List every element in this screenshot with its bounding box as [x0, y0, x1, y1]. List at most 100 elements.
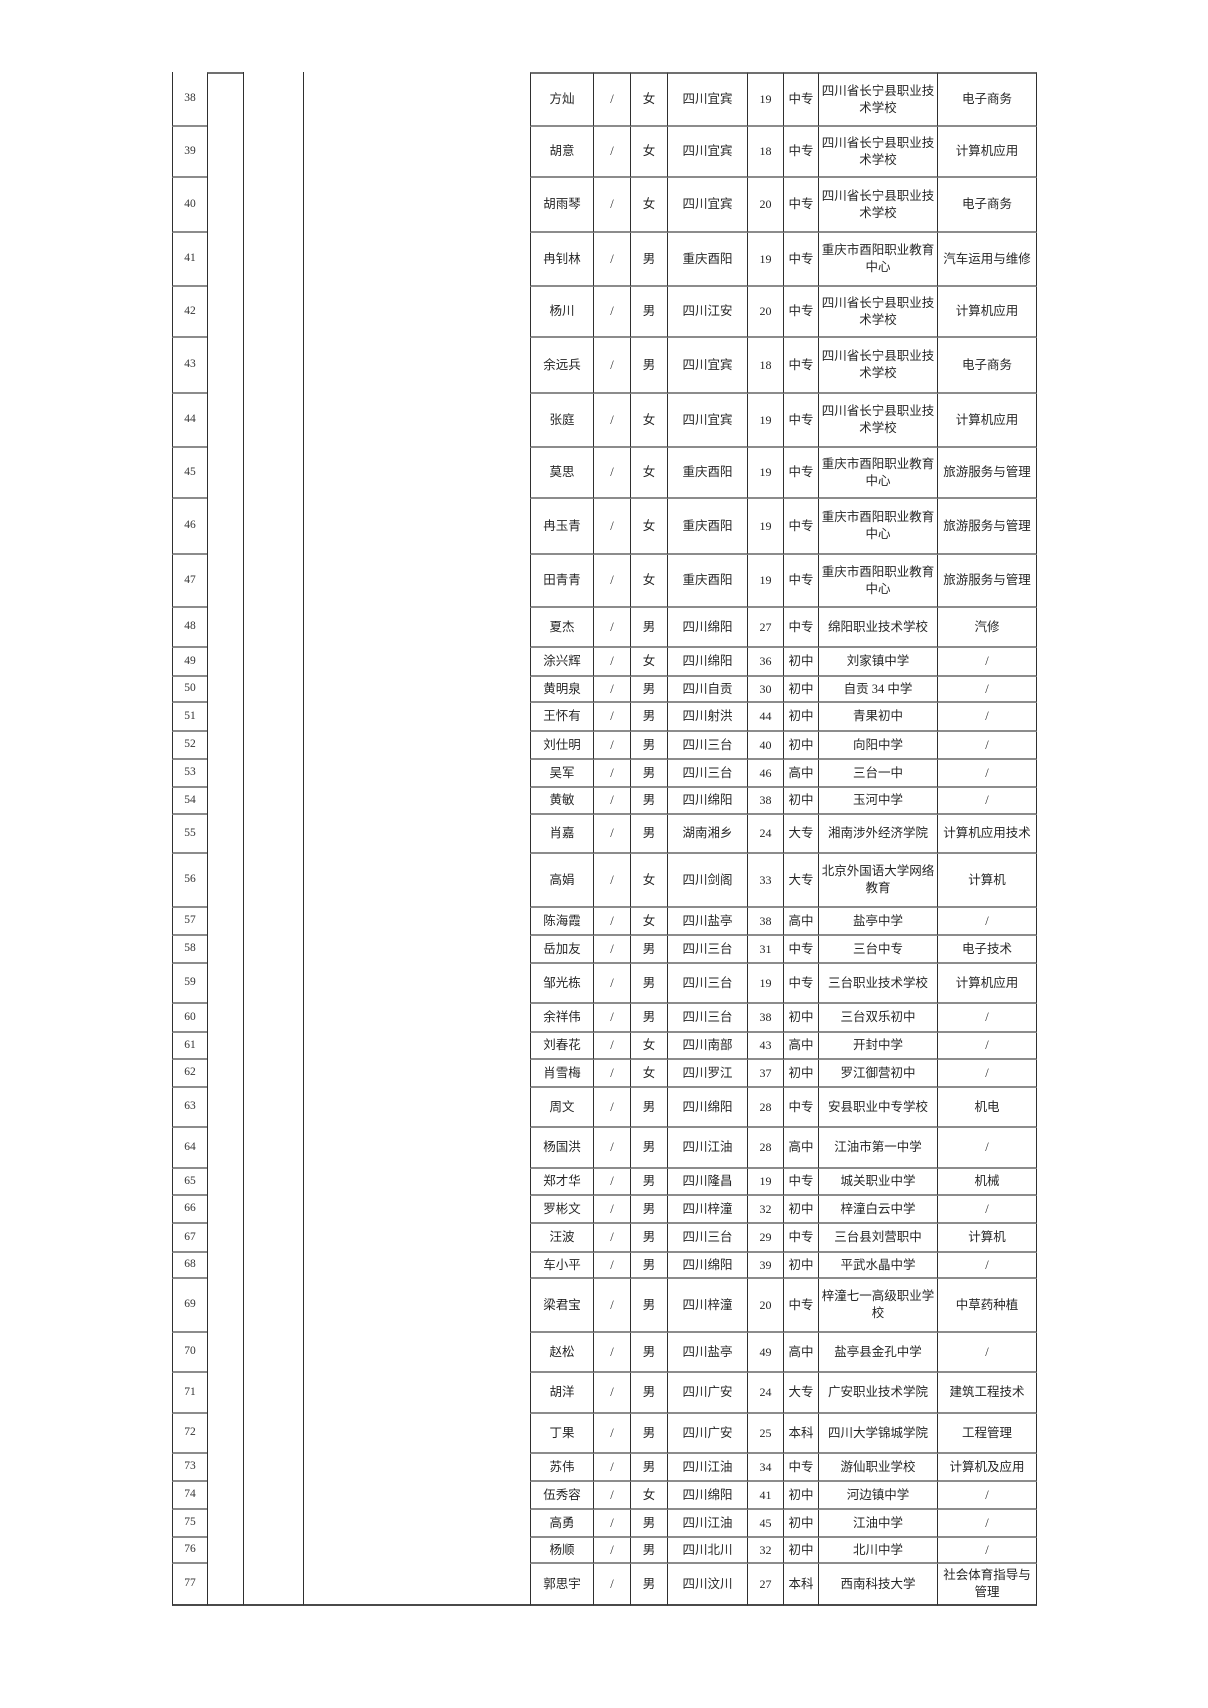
cell-empty-col-b [243, 1169, 303, 1196]
cell-row-number: 52 [172, 732, 207, 760]
table-row: 54 黄敏 / 男四川绵阳 38 初中 玉河中学 / [172, 788, 1038, 815]
cell-slash: / [593, 908, 630, 936]
cell-age: 29 [747, 1224, 783, 1253]
cell-gender: 女 [630, 499, 667, 555]
cell-empty-col-c [303, 815, 530, 854]
cell-place: 四川梓潼 [667, 1196, 747, 1224]
cell-slash: / [593, 815, 630, 854]
cell-age: 34 [747, 1454, 783, 1482]
cell-place: 四川三台 [667, 936, 747, 964]
cell-gender: 女 [630, 555, 667, 608]
cell-gender: 男 [630, 233, 667, 287]
table-row: 75 高勇 / 男四川江油 45 初中 江油中学 / [172, 1510, 1038, 1538]
cell-place: 重庆酉阳 [667, 499, 747, 555]
cell-age: 49 [747, 1333, 783, 1373]
cell-empty-col-b [243, 1196, 303, 1224]
cell-slash: / [593, 1128, 630, 1169]
table-row: 77 郭思宇 / 男四川汶川 27 本科 西南科技大学 社会体育指导与管理 [172, 1564, 1038, 1606]
cell-empty-col-c [303, 1279, 530, 1333]
cell-empty-col-c [303, 677, 530, 703]
table-row: 38 方灿 / 女四川宜宾 19 中专 四川省长宁县职业技术学校 电子商务 [172, 72, 1038, 127]
table-row: 60 余祥伟 / 男四川三台 38 初中 三台双乐初中 / [172, 1004, 1038, 1033]
cell-gender: 男 [630, 815, 667, 854]
cell-education: 高中 [783, 1333, 818, 1373]
cell-place: 四川绵阳 [667, 608, 747, 648]
cell-name: 方灿 [530, 72, 593, 127]
cell-age: 27 [747, 608, 783, 648]
cell-major: 旅游服务与管理 [937, 499, 1037, 555]
cell-empty-col-b [243, 1482, 303, 1510]
cell-empty-col-b [243, 815, 303, 854]
cell-empty-col-a [207, 1088, 243, 1128]
cell-name: 田青青 [530, 555, 593, 608]
cell-education: 大专 [783, 854, 818, 908]
cell-slash: / [593, 703, 630, 732]
cell-empty-col-b [243, 555, 303, 608]
cell-place: 重庆酉阳 [667, 448, 747, 499]
cell-gender: 女 [630, 854, 667, 908]
cell-school: 重庆市酉阳职业教育中心 [818, 233, 937, 287]
cell-gender: 男 [630, 287, 667, 338]
cell-school: 四川省长宁县职业技术学校 [818, 72, 937, 127]
cell-empty-col-a [207, 1279, 243, 1333]
cell-empty-col-b [243, 1004, 303, 1033]
cell-education: 初中 [783, 732, 818, 760]
cell-empty-col-a [207, 1564, 243, 1606]
cell-school: 玉河中学 [818, 788, 937, 815]
cell-name: 刘春花 [530, 1033, 593, 1060]
table-row: 76 杨顺 / 男四川北川 32 初中 北川中学 / [172, 1538, 1038, 1564]
cell-school: 三台职业技术学校 [818, 964, 937, 1004]
cell-row-number: 47 [172, 555, 207, 608]
cell-major: 旅游服务与管理 [937, 555, 1037, 608]
cell-empty-col-b [243, 1253, 303, 1279]
cell-place: 四川盐亭 [667, 908, 747, 936]
cell-education: 高中 [783, 908, 818, 936]
cell-empty-col-a [207, 448, 243, 499]
cell-empty-col-c [303, 1333, 530, 1373]
cell-empty-col-a [207, 72, 243, 127]
cell-major: / [937, 1253, 1037, 1279]
cell-row-number: 66 [172, 1196, 207, 1224]
table-row: 67 汪波 / 男四川三台 29 中专 三台县刘营职中 计算机 [172, 1224, 1038, 1253]
cell-age: 33 [747, 854, 783, 908]
table-row: 49 涂兴辉 / 女四川绵阳 36 初中 刘家镇中学 / [172, 648, 1038, 677]
cell-education: 中专 [783, 1169, 818, 1196]
cell-major: 汽修 [937, 608, 1037, 648]
cell-school: 四川省长宁县职业技术学校 [818, 338, 937, 394]
table-row: 45 莫思 / 女重庆酉阳 19 中专 重庆市酉阳职业教育中心 旅游服务与管理 [172, 448, 1038, 499]
cell-name: 余远兵 [530, 338, 593, 394]
cell-empty-col-c [303, 1454, 530, 1482]
cell-education: 中专 [783, 394, 818, 448]
cell-row-number: 48 [172, 608, 207, 648]
cell-row-number: 53 [172, 760, 207, 788]
cell-place: 四川射洪 [667, 703, 747, 732]
cell-name: 王怀有 [530, 703, 593, 732]
cell-place: 四川三台 [667, 964, 747, 1004]
cell-name: 邹光栋 [530, 964, 593, 1004]
cell-empty-col-a [207, 815, 243, 854]
cell-place: 四川广安 [667, 1373, 747, 1414]
table-row: 68 车小平 / 男四川绵阳 39 初中 平武水晶中学 / [172, 1253, 1038, 1279]
cell-school: 江油中学 [818, 1510, 937, 1538]
cell-row-number: 64 [172, 1128, 207, 1169]
cell-school: 刘家镇中学 [818, 648, 937, 677]
cell-row-number: 63 [172, 1088, 207, 1128]
cell-major: 电子商务 [937, 178, 1037, 233]
cell-empty-col-c [303, 1060, 530, 1088]
roster-table: 38 方灿 / 女四川宜宾 19 中专 四川省长宁县职业技术学校 电子商务 39 胡意 / 女四川宜宾… [172, 72, 1038, 1606]
cell-row-number: 73 [172, 1454, 207, 1482]
cell-place: 重庆酉阳 [667, 233, 747, 287]
cell-empty-col-c [303, 1510, 530, 1538]
cell-slash: / [593, 1033, 630, 1060]
table-row: 56 高娟 / 女四川剑阁 33 大专 北京外国语大学网络教育 计算机 [172, 854, 1038, 908]
cell-empty-col-a [207, 1128, 243, 1169]
cell-place: 四川梓潼 [667, 1279, 747, 1333]
cell-row-number: 41 [172, 233, 207, 287]
cell-empty-col-b [243, 1373, 303, 1414]
cell-empty-col-b [243, 178, 303, 233]
cell-empty-col-b [243, 608, 303, 648]
cell-empty-col-a [207, 732, 243, 760]
cell-place: 四川汶川 [667, 1564, 747, 1606]
cell-empty-col-a [207, 788, 243, 815]
cell-row-number: 46 [172, 499, 207, 555]
